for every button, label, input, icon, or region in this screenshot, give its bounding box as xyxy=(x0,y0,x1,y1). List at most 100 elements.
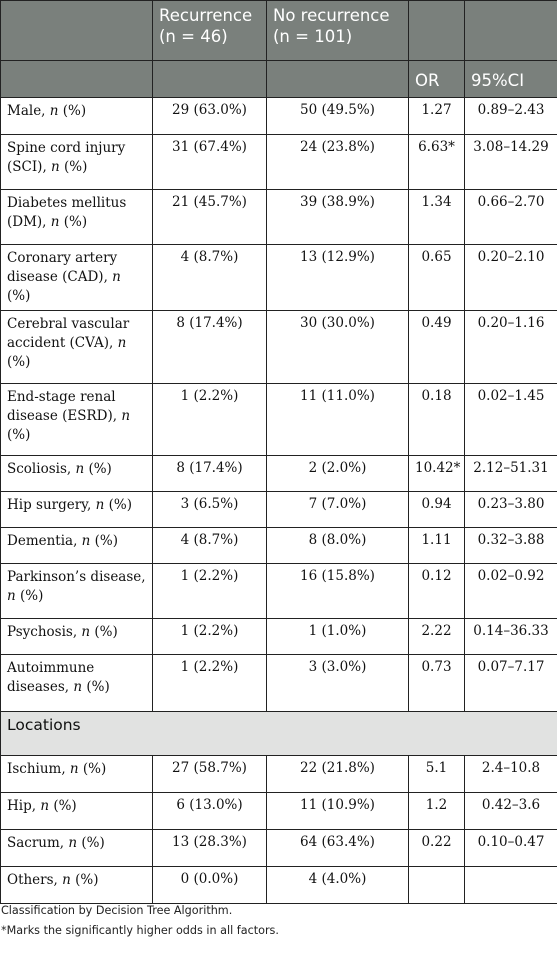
recurrence-cell: 8 (17.4%) xyxy=(152,310,267,384)
or-cell: 1.11 xyxy=(408,527,465,564)
recurrence-cell: 8 (17.4%) xyxy=(152,455,267,492)
ci-cell: 0.14–36.33 xyxy=(464,618,557,655)
or-cell: 2.22 xyxy=(408,618,465,655)
factor-cell: Parkinson’s disease, n (%) xyxy=(0,563,153,619)
table-row: Spine cord injury (SCI), n (%) 31 (67.4%)… xyxy=(0,134,557,190)
header-ci: 95%CI xyxy=(464,60,557,98)
factor-cell: Ischium, n (%) xyxy=(0,755,153,793)
or-cell xyxy=(408,866,465,904)
or-cell: 1.34 xyxy=(408,189,465,245)
no-recurrence-cell: 3 (3.0%) xyxy=(266,654,409,712)
recurrence-cell: 0 (0.0%) xyxy=(152,866,267,904)
recurrence-cell: 31 (67.4%) xyxy=(152,134,267,190)
or-cell: 0.65 xyxy=(408,244,465,311)
or-cell: 1.2 xyxy=(408,792,465,830)
location-rows: Ischium, n (%) 27 (58.7%) 22 (21.8%) 5.1 2.4… xyxy=(0,755,557,904)
factor-cell: Cerebral vascular accident (CVA), n (%) xyxy=(0,310,153,384)
location-row: Ischium, n (%) 27 (58.7%) 22 (21.8%) 5.1 2.4… xyxy=(0,755,557,793)
table-row: Diabetes mellitus (DM), n (%) 21 (45.7%) 3… xyxy=(0,189,557,245)
footnote-1: Classification by Decision Tree Algorith… xyxy=(1,904,233,917)
factor-cell: Autoimmune diseases, n (%) xyxy=(0,654,153,712)
recurrence-cell: 29 (63.0%) xyxy=(152,97,267,135)
recurrence-cell: 1 (2.2%) xyxy=(152,654,267,712)
no-recurrence-cell: 11 (10.9%) xyxy=(266,792,409,830)
factor-cell: Diabetes mellitus (DM), n (%) xyxy=(0,189,153,245)
header-or: OR xyxy=(408,60,465,98)
header-no-recurrence: No recurrence (n = 101) xyxy=(266,0,409,61)
table-row: Coronary artery disease (CAD), n (%) 4 (8… xyxy=(0,244,557,311)
header-or-blank xyxy=(408,0,465,61)
location-row: Sacrum, n (%) 13 (28.3%) 64 (63.4%) 0.22 0.1… xyxy=(0,829,557,867)
ci-cell xyxy=(464,866,557,904)
factor-cell: Hip, n (%) xyxy=(0,792,153,830)
recurrence-cell: 1 (2.2%) xyxy=(152,618,267,655)
factor-cell: Coronary artery disease (CAD), n (%) xyxy=(0,244,153,311)
risk-factor-table: Recurrence (n = 46) No recurrence (n = 1… xyxy=(0,0,557,904)
table-row: Autoimmune diseases, n (%) 1 (2.2%) 3 (3.0… xyxy=(0,654,557,712)
or-cell: 0.22 xyxy=(408,829,465,867)
no-recurrence-cell: 30 (30.0%) xyxy=(266,310,409,384)
factor-cell: Hip surgery, n (%) xyxy=(0,491,153,528)
ci-cell: 0.20–2.10 xyxy=(464,244,557,311)
or-cell: 0.12 xyxy=(408,563,465,619)
recurrence-cell: 1 (2.2%) xyxy=(152,383,267,456)
section-label: Locations xyxy=(0,711,557,756)
recurrence-cell: 27 (58.7%) xyxy=(152,755,267,793)
ci-cell: 0.23–3.80 xyxy=(464,491,557,528)
no-recurrence-cell: 11 (11.0%) xyxy=(266,383,409,456)
table-row: Dementia, n (%) 4 (8.7%) 8 (8.0%) 1.11 0.32–… xyxy=(0,527,557,564)
ci-cell: 3.08–14.29 xyxy=(464,134,557,190)
factor-cell: Spine cord injury (SCI), n (%) xyxy=(0,134,153,190)
or-cell: 10.42* xyxy=(408,455,465,492)
or-cell: 1.27 xyxy=(408,97,465,135)
ci-cell: 0.32–3.88 xyxy=(464,527,557,564)
ci-cell: 0.66–2.70 xyxy=(464,189,557,245)
or-cell: 0.18 xyxy=(408,383,465,456)
ci-cell: 0.20–1.16 xyxy=(464,310,557,384)
no-recurrence-cell: 50 (49.5%) xyxy=(266,97,409,135)
section-row: Locations xyxy=(0,711,557,756)
or-cell: 0.73 xyxy=(408,654,465,712)
header-recurrence: Recurrence (n = 46) xyxy=(152,0,267,61)
ci-cell: 0.02–1.45 xyxy=(464,383,557,456)
ci-cell: 0.89–2.43 xyxy=(464,97,557,135)
factor-cell: Psychosis, n (%) xyxy=(0,618,153,655)
no-recurrence-cell: 24 (23.8%) xyxy=(266,134,409,190)
table-row: Parkinson’s disease, n (%) 1 (2.2%) 16 (15… xyxy=(0,563,557,619)
or-cell: 0.94 xyxy=(408,491,465,528)
header-ci-blank xyxy=(464,0,557,61)
footnote-2: *Marks the significantly higher odds in … xyxy=(1,924,279,937)
no-recurrence-cell: 4 (4.0%) xyxy=(266,866,409,904)
table-row: Scoliosis, n (%) 8 (17.4%) 2 (2.0%) 10.42* 2… xyxy=(0,455,557,492)
factor-rows: Male, n (%) 29 (63.0%) 50 (49.5%) 1.27 0.89–… xyxy=(0,97,557,712)
factor-cell: Male, n (%) xyxy=(0,97,153,135)
table-row: Hip surgery, n (%) 3 (6.5%) 7 (7.0%) 0.94 0.… xyxy=(0,491,557,528)
table-row: Male, n (%) 29 (63.0%) 50 (49.5%) 1.27 0.89–… xyxy=(0,97,557,135)
or-cell: 5.1 xyxy=(408,755,465,793)
no-recurrence-cell: 22 (21.8%) xyxy=(266,755,409,793)
ci-cell: 0.10–0.47 xyxy=(464,829,557,867)
ci-cell: 2.4–10.8 xyxy=(464,755,557,793)
table-row: Cerebral vascular accident (CVA), n (%) 8… xyxy=(0,310,557,384)
or-cell: 6.63* xyxy=(408,134,465,190)
no-recurrence-cell: 7 (7.0%) xyxy=(266,491,409,528)
no-recurrence-cell: 16 (15.8%) xyxy=(266,563,409,619)
location-row: Hip, n (%) 6 (13.0%) 11 (10.9%) 1.2 0.42–3.6 xyxy=(0,792,557,830)
header-factor-blank xyxy=(0,0,153,61)
recurrence-cell: 4 (8.7%) xyxy=(152,527,267,564)
factor-cell: Scoliosis, n (%) xyxy=(0,455,153,492)
ci-cell: 2.12–51.31 xyxy=(464,455,557,492)
header-no-recurrence-n: (n = 101) xyxy=(273,27,353,46)
no-recurrence-cell: 64 (63.4%) xyxy=(266,829,409,867)
ci-cell: 0.02–0.92 xyxy=(464,563,557,619)
ci-cell: 0.42–3.6 xyxy=(464,792,557,830)
recurrence-cell: 13 (28.3%) xyxy=(152,829,267,867)
no-recurrence-cell: 1 (1.0%) xyxy=(266,618,409,655)
recurrence-cell: 3 (6.5%) xyxy=(152,491,267,528)
location-row: Others, n (%) 0 (0.0%) 4 (4.0%) xyxy=(0,866,557,904)
factor-cell: Sacrum, n (%) xyxy=(0,829,153,867)
no-recurrence-cell: 8 (8.0%) xyxy=(266,527,409,564)
recurrence-cell: 6 (13.0%) xyxy=(152,792,267,830)
or-cell: 0.49 xyxy=(408,310,465,384)
table-row: Psychosis, n (%) 1 (2.2%) 1 (1.0%) 2.22 0.14… xyxy=(0,618,557,655)
